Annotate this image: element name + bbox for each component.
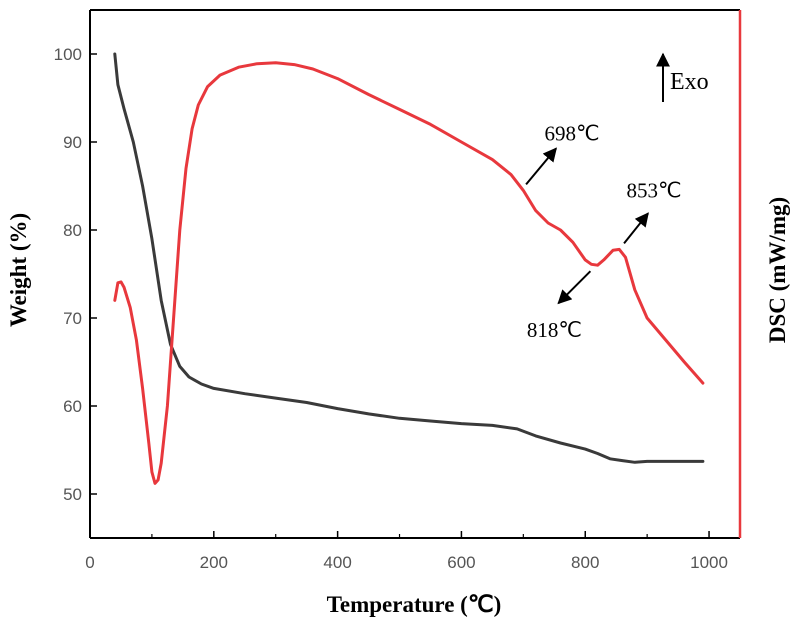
annotation-label: 853℃ <box>627 178 682 202</box>
y-tick-label: 80 <box>63 221 82 240</box>
x-axis-title: Temperature (℃) <box>327 592 502 617</box>
annotation-label: 818℃ <box>527 318 582 342</box>
right-y-axis-title: DSC (mW/mg) <box>765 197 790 343</box>
x-tick-label: 600 <box>447 553 475 572</box>
plot-frame <box>89 9 742 539</box>
peak-annotations: 698℃ 853℃ 818℃ <box>525 121 682 342</box>
y-axis-title: Weight (%) <box>6 213 31 327</box>
y-tick-label: 50 <box>63 485 82 504</box>
y-tick-label: 90 <box>63 133 82 152</box>
y-axis-ticks: 50 60 70 80 90 100 <box>54 45 97 504</box>
x-tick-label: 800 <box>571 553 599 572</box>
x-axis-ticks: 0 200 400 600 800 1000 <box>85 531 728 572</box>
exo-label: Exo <box>670 69 709 95</box>
annotation-label: 698℃ <box>545 121 600 145</box>
x-tick-label: 400 <box>323 553 351 572</box>
annotation-arrow-icon <box>623 212 649 244</box>
x-tick-label: 200 <box>200 553 228 572</box>
annotation-arrow-icon <box>525 147 557 186</box>
x-tick-label: 0 <box>85 553 94 572</box>
y-tick-label: 70 <box>63 309 82 328</box>
tg-weight-series-line <box>113 52 705 464</box>
dsc-series-line <box>113 61 705 485</box>
annotation-arrow-icon <box>557 270 592 305</box>
y-tick-label: 100 <box>54 45 82 64</box>
y-tick-label: 60 <box>63 397 82 416</box>
exo-indicator: Exo <box>656 52 709 102</box>
x-tick-label: 1000 <box>690 553 728 572</box>
